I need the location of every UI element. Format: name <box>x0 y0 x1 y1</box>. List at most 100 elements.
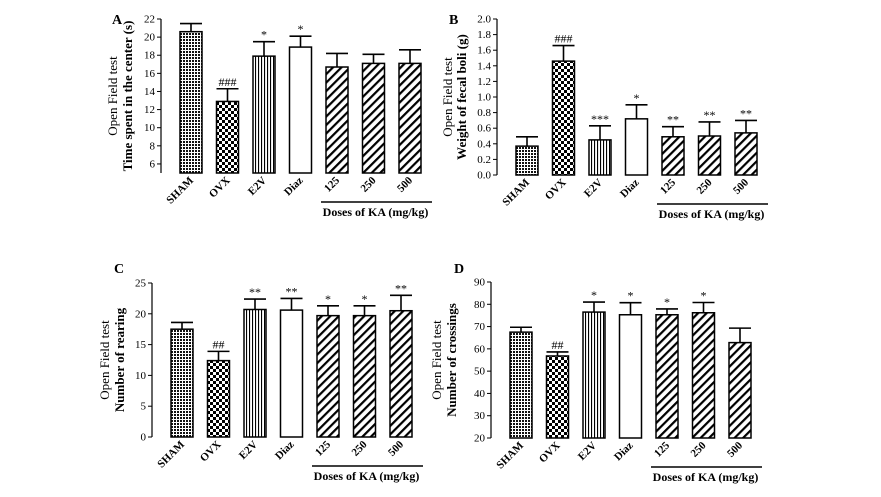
y-tick-label: 50 <box>474 366 486 378</box>
x-tick-label: Diaz <box>282 175 306 199</box>
bar-e2v <box>589 140 611 175</box>
y-tick-label: 2.0 <box>477 14 491 26</box>
bar-sham <box>516 146 538 175</box>
x-tick-label: E2V <box>246 175 269 198</box>
y-tick-label: 0.8 <box>477 107 491 119</box>
y-tick-label: 18 <box>144 50 156 62</box>
bar-ovx <box>547 356 569 438</box>
x-tick-label: 125 <box>652 439 673 460</box>
bar-diaz <box>281 310 303 437</box>
y-tick-label: 12 <box>144 104 155 116</box>
bar-500 <box>735 133 757 175</box>
significance-label: ** <box>704 108 716 122</box>
x-tick-label: 250 <box>694 176 715 197</box>
bar-125 <box>317 316 339 437</box>
significance-label: ** <box>395 281 407 295</box>
bar-e2v <box>583 312 605 438</box>
y-tick-label: 8 <box>150 140 156 152</box>
significance-label: ** <box>249 285 261 299</box>
y-tick-label: 6 <box>150 158 156 170</box>
y-tick-label: 10 <box>144 122 156 134</box>
x-tick-label: 250 <box>358 174 379 195</box>
x-tick-label: Diaz <box>612 440 636 464</box>
significance-label: ** <box>740 106 752 120</box>
bar-125 <box>656 315 678 438</box>
bar-250 <box>354 316 376 437</box>
significance-label: * <box>325 292 331 306</box>
significance-label: ## <box>213 337 225 351</box>
y-tick-label: 1.2 <box>477 76 491 88</box>
bar-250 <box>699 136 721 175</box>
y-axis-label: Weight of fecal boli (g) <box>454 34 469 160</box>
bar-125 <box>662 137 684 175</box>
bar-e2v <box>244 309 266 437</box>
y-tick-label: 30 <box>474 410 486 422</box>
y-axis-label: Number of crossings <box>444 303 459 417</box>
significance-label: * <box>298 22 304 36</box>
y-tick-label: 5 <box>141 401 147 413</box>
x-tick-label: E2V <box>582 177 605 200</box>
figure-canvas: AOpen Field test Time spent in the center… <box>0 0 881 497</box>
significance-label: ** <box>667 113 679 127</box>
y-axis-label: Number of rearing <box>112 307 127 412</box>
y-tick-label: 60 <box>474 343 486 355</box>
y-tick-label: 1.4 <box>477 60 491 72</box>
panel-a: A Open Field test Time spent in the center… <box>105 13 432 219</box>
significance-label: ### <box>555 32 573 46</box>
bar-ovx <box>208 361 230 437</box>
y-tick-label: 0.4 <box>477 138 491 150</box>
dose-axis-label: Doses of KA (mg/kg) <box>323 205 429 219</box>
y-tick-label: 70 <box>474 321 486 333</box>
x-tick-label: SHAM <box>155 438 187 470</box>
bar-500 <box>390 311 412 437</box>
x-tick-label: OVX <box>198 439 224 465</box>
bar-250 <box>363 63 385 173</box>
bar-diaz <box>626 119 648 175</box>
significance-label: * <box>664 295 670 309</box>
y-tick-label: 90 <box>474 277 486 289</box>
x-tick-label: 125 <box>322 174 343 195</box>
bar-500 <box>399 63 421 173</box>
x-tick-label: 125 <box>658 176 679 197</box>
significance-label: ** <box>286 284 298 298</box>
bar-ovx <box>217 101 239 173</box>
panel-d: D Open Field test Number of crossings 20 30 4… <box>429 262 762 484</box>
bar-diaz <box>290 47 312 173</box>
y-tick-label: 0.6 <box>477 123 491 135</box>
x-tick-label: Diaz <box>618 177 642 201</box>
bar-sham <box>180 32 202 173</box>
dose-axis-label: Doses of KA (mg/kg) <box>659 207 765 221</box>
y-tick-label: 0 <box>141 432 147 444</box>
y-tick-label: 20 <box>135 308 147 320</box>
panel-letter: B <box>449 13 458 28</box>
y-tick-label: 16 <box>144 68 156 80</box>
y-tick-label: 1.8 <box>477 29 491 41</box>
y-tick-label: 14 <box>144 86 156 98</box>
bar-500 <box>729 343 751 438</box>
x-tick-label: 500 <box>395 174 416 195</box>
y-axis-title: Open Field test <box>105 56 120 136</box>
x-tick-label: OVX <box>207 175 233 201</box>
dose-axis-label: Doses of KA (mg/kg) <box>653 470 759 484</box>
y-tick-label: 22 <box>144 14 155 26</box>
y-tick-label: 15 <box>135 339 147 351</box>
y-tick-label: 20 <box>474 433 486 445</box>
y-axis-title: Open Field test <box>440 57 455 137</box>
y-tick-label: 40 <box>474 388 486 400</box>
y-axis-label: Time spent in the center (s) <box>120 21 135 172</box>
panel-letter: D <box>454 262 464 277</box>
y-tick-label: 25 <box>135 278 147 290</box>
x-tick-label: 500 <box>725 439 746 460</box>
y-tick-label: 0.0 <box>477 170 491 182</box>
significance-label: ### <box>219 75 237 89</box>
x-tick-label: E2V <box>237 439 260 462</box>
y-tick-label: 80 <box>474 299 486 311</box>
x-tick-label: Diaz <box>273 439 297 463</box>
significance-label: * <box>261 28 267 42</box>
bar-sham <box>510 332 532 438</box>
significance-label: * <box>591 288 597 302</box>
y-tick-label: 10 <box>135 370 147 382</box>
significance-label: *** <box>591 112 609 126</box>
x-tick-label: SHAM <box>500 176 532 208</box>
x-tick-label: 500 <box>386 438 407 459</box>
